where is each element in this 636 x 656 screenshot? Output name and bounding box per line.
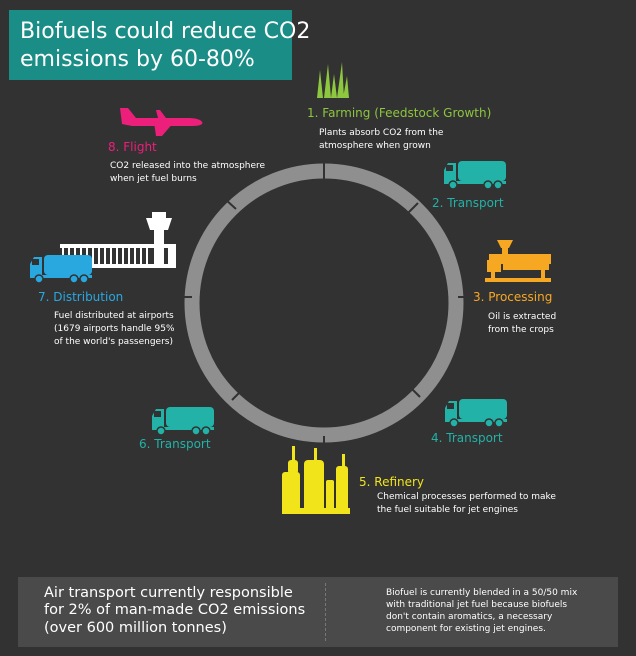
stage-4-label: 4. Transport	[431, 431, 503, 445]
stage-3-label: 3. Processing	[473, 290, 553, 304]
stage-5-label: 5. Refinery	[359, 475, 425, 489]
oil-press-icon	[485, 240, 551, 282]
footer-panel: Air transport currently responsible for …	[18, 577, 618, 647]
stage-1-desc: Plants absorb CO2 from the atmosphere wh…	[319, 128, 444, 151]
title-line-2: emissions by 60-80%	[20, 47, 255, 72]
title-box: Biofuels could reduce CO2 emissions by 6…	[9, 10, 310, 80]
stage-2-label: 2. Transport	[432, 196, 504, 210]
stage-3-desc: Oil is extracted from the crops	[488, 312, 557, 335]
truck-icon	[30, 255, 92, 284]
stage-7-label: 7. Distribution	[38, 290, 124, 304]
refinery-icon	[282, 446, 350, 514]
truck-icon	[152, 407, 214, 436]
airplane-icon	[120, 108, 203, 136]
grass-icon	[317, 62, 349, 98]
stage-1-label: 1. Farming (Feedstock Growth)	[307, 106, 492, 120]
stage-8-label: 8. Flight	[108, 140, 157, 154]
stage-8-desc: CO2 released into the atmosphere when je…	[110, 161, 266, 184]
truck-icon	[445, 399, 507, 428]
stage-6-label: 6. Transport	[139, 437, 211, 451]
stage-7-desc: Fuel distributed at airports (1679 airpo…	[54, 311, 175, 347]
footer-divider	[325, 583, 326, 641]
truck-icon	[444, 161, 506, 190]
stage-5-desc: Chemical processes performed to make the…	[377, 492, 556, 515]
title-line-1: Biofuels could reduce CO2	[20, 19, 311, 44]
